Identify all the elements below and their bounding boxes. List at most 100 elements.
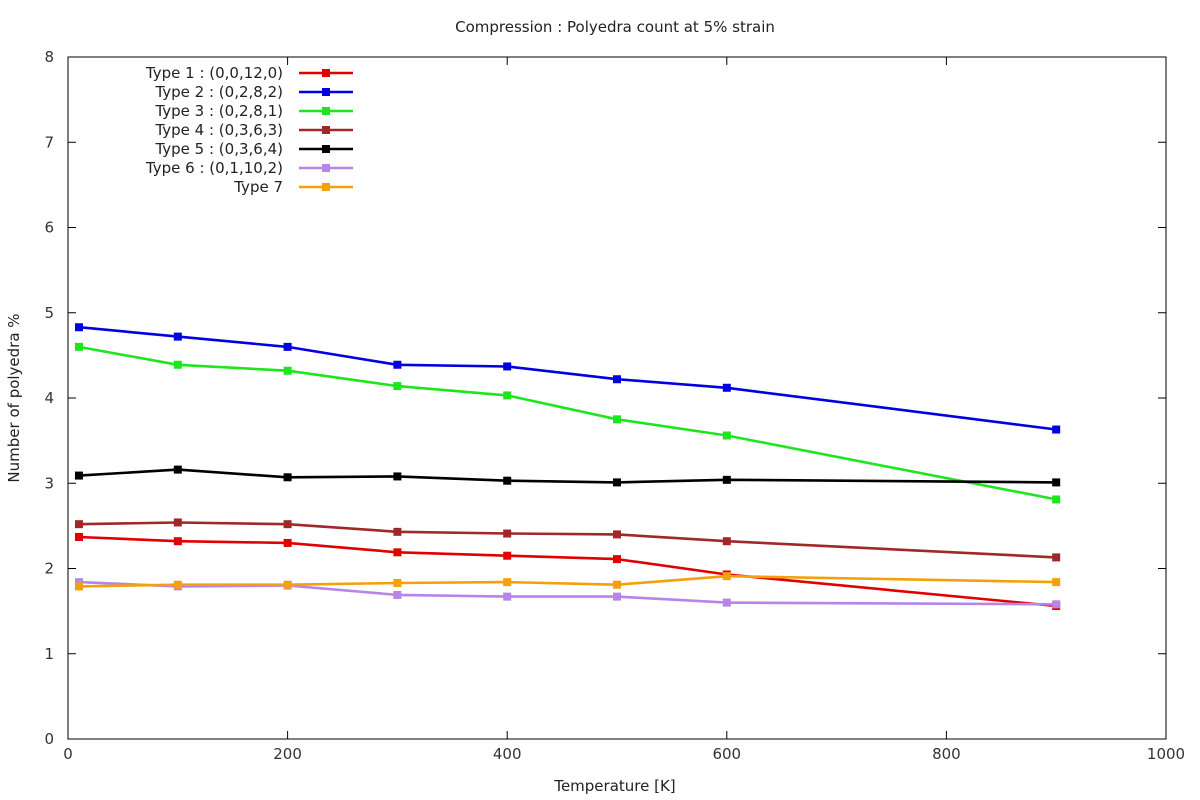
legend-item: Type 4 : (0,3,6,3) — [154, 121, 353, 139]
data-point — [503, 578, 512, 587]
legend-item: Type 5 : (0,3,6,4) — [154, 140, 353, 158]
legend-item: Type 2 : (0,2,8,2) — [154, 83, 353, 101]
data-point — [503, 592, 512, 601]
data-point — [722, 431, 731, 440]
y-tick-label: 8 — [44, 48, 54, 66]
data-point — [393, 472, 402, 481]
series-7 — [74, 572, 1061, 591]
data-point — [74, 532, 83, 541]
data-point — [393, 578, 402, 587]
legend-swatch-marker — [322, 145, 330, 153]
series-line — [78, 345, 1057, 501]
y-tick-label: 4 — [44, 389, 54, 407]
series-line — [78, 580, 1057, 606]
x-tick-label: 1000 — [1147, 745, 1185, 763]
y-tick-label: 2 — [44, 560, 54, 578]
data-point — [283, 342, 292, 351]
legend-swatch-marker — [322, 183, 330, 191]
data-point — [613, 415, 621, 424]
legend-label: Type 2 : (0,2,8,2) — [154, 83, 283, 101]
legend-label: Type 5 : (0,3,6,4) — [154, 140, 283, 158]
legend-swatch-marker — [322, 126, 330, 134]
data-point — [1052, 425, 1061, 434]
data-point — [393, 527, 402, 536]
series-line — [78, 574, 1057, 588]
x-tick-label: 800 — [932, 745, 961, 763]
data-point — [613, 375, 621, 384]
data-point — [613, 580, 621, 589]
y-tick-label: 5 — [44, 304, 54, 322]
legend-label: Type 3 : (0,2,8,1) — [154, 102, 283, 120]
data-point — [283, 538, 292, 547]
y-tick-label: 0 — [44, 730, 54, 748]
data-point — [283, 473, 292, 482]
legend-label: Type 1 : (0,0,12,0) — [145, 64, 283, 82]
data-point — [722, 383, 731, 392]
data-point — [393, 360, 402, 369]
data-point — [173, 332, 182, 341]
legend-item: Type 6 : (0,1,10,2) — [145, 159, 353, 177]
data-point — [74, 471, 83, 480]
data-point — [1052, 600, 1061, 609]
series-line — [78, 468, 1057, 484]
data-point — [613, 478, 621, 487]
y-tick-label: 7 — [44, 133, 54, 151]
data-point — [173, 537, 182, 546]
y-tick-label: 3 — [44, 474, 54, 492]
legend-item: Type 1 : (0,0,12,0) — [145, 64, 353, 82]
data-point — [393, 590, 402, 599]
series-lines — [74, 323, 1061, 611]
data-point — [74, 342, 83, 351]
data-point — [503, 391, 512, 400]
data-point — [503, 476, 512, 485]
axis-ticks: 0 200 400 600 800 1000 0 1 2 3 4 5 6 7 8 — [44, 48, 1185, 763]
chart-title: Compression : Polyedra count at 5% strai… — [455, 18, 775, 36]
legend-label: Type 7 — [233, 178, 283, 196]
x-tick-label: 600 — [712, 745, 741, 763]
data-point — [74, 520, 83, 529]
data-point — [503, 551, 512, 560]
legend-label: Type 6 : (0,1,10,2) — [145, 159, 283, 177]
series-line — [78, 535, 1057, 608]
data-point — [283, 366, 292, 375]
x-tick-label: 200 — [273, 745, 302, 763]
data-point — [722, 475, 731, 484]
legend-swatch-marker — [322, 69, 330, 77]
data-point — [1052, 478, 1061, 487]
data-point — [1052, 553, 1061, 562]
series-4 — [74, 518, 1061, 562]
data-point — [393, 548, 402, 557]
y-tick-label: 6 — [44, 219, 54, 237]
x-tick-label: 400 — [493, 745, 522, 763]
data-point — [722, 598, 731, 607]
data-point — [613, 530, 621, 539]
series-5 — [74, 465, 1061, 487]
data-point — [613, 555, 621, 564]
data-point — [503, 529, 512, 538]
y-axis-title: Number of polyedra % — [5, 313, 23, 482]
legend-swatch-marker — [322, 107, 330, 115]
data-point — [613, 592, 621, 601]
data-point — [173, 360, 182, 369]
x-tick-label: 0 — [63, 745, 73, 763]
legend-item: Type 7 — [233, 178, 353, 196]
series-3 — [74, 342, 1061, 504]
data-point — [173, 465, 182, 474]
data-point — [173, 518, 182, 527]
legend-swatch-marker — [322, 164, 330, 172]
x-axis-title: Temperature [K] — [553, 777, 675, 795]
data-point — [74, 582, 83, 591]
data-point — [283, 520, 292, 529]
legend-item: Type 3 : (0,2,8,1) — [154, 102, 353, 120]
series-line — [78, 521, 1057, 559]
legend-swatch-marker — [322, 88, 330, 96]
data-point — [1052, 495, 1061, 504]
y-tick-label: 1 — [44, 645, 54, 663]
data-point — [173, 580, 182, 589]
data-point — [74, 323, 83, 332]
data-point — [722, 537, 731, 546]
series-line — [78, 325, 1057, 431]
data-point — [283, 580, 292, 589]
